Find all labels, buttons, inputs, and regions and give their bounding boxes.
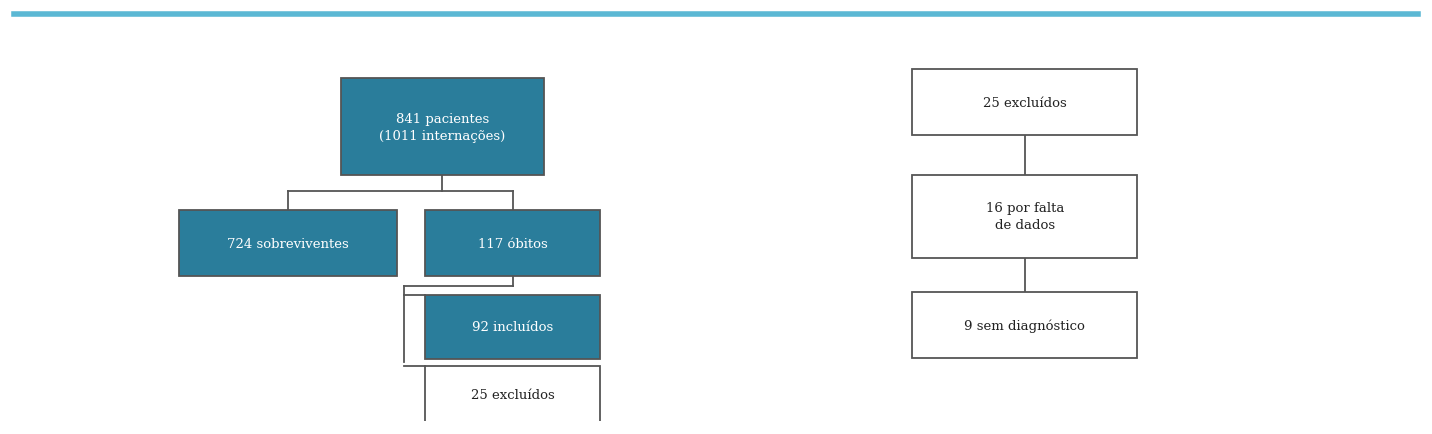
Text: 16 por falta
de dados: 16 por falta de dados <box>985 202 1064 232</box>
Text: 25 excluídos: 25 excluídos <box>471 388 554 401</box>
Text: 25 excluídos: 25 excluídos <box>982 96 1067 109</box>
FancyBboxPatch shape <box>912 70 1137 135</box>
Text: 9 sem diagnóstico: 9 sem diagnóstico <box>964 319 1085 332</box>
FancyBboxPatch shape <box>179 211 397 276</box>
FancyBboxPatch shape <box>425 366 600 423</box>
Text: 724 sobreviventes: 724 sobreviventes <box>228 237 349 250</box>
Text: 841 pacientes
(1011 internações): 841 pacientes (1011 internações) <box>379 112 505 142</box>
Text: 92 incluídos: 92 incluídos <box>473 321 553 334</box>
Text: 117 óbitos: 117 óbitos <box>478 237 547 250</box>
FancyBboxPatch shape <box>425 211 600 276</box>
FancyBboxPatch shape <box>912 293 1137 358</box>
FancyBboxPatch shape <box>912 175 1137 259</box>
FancyBboxPatch shape <box>341 79 544 175</box>
FancyBboxPatch shape <box>425 296 600 359</box>
